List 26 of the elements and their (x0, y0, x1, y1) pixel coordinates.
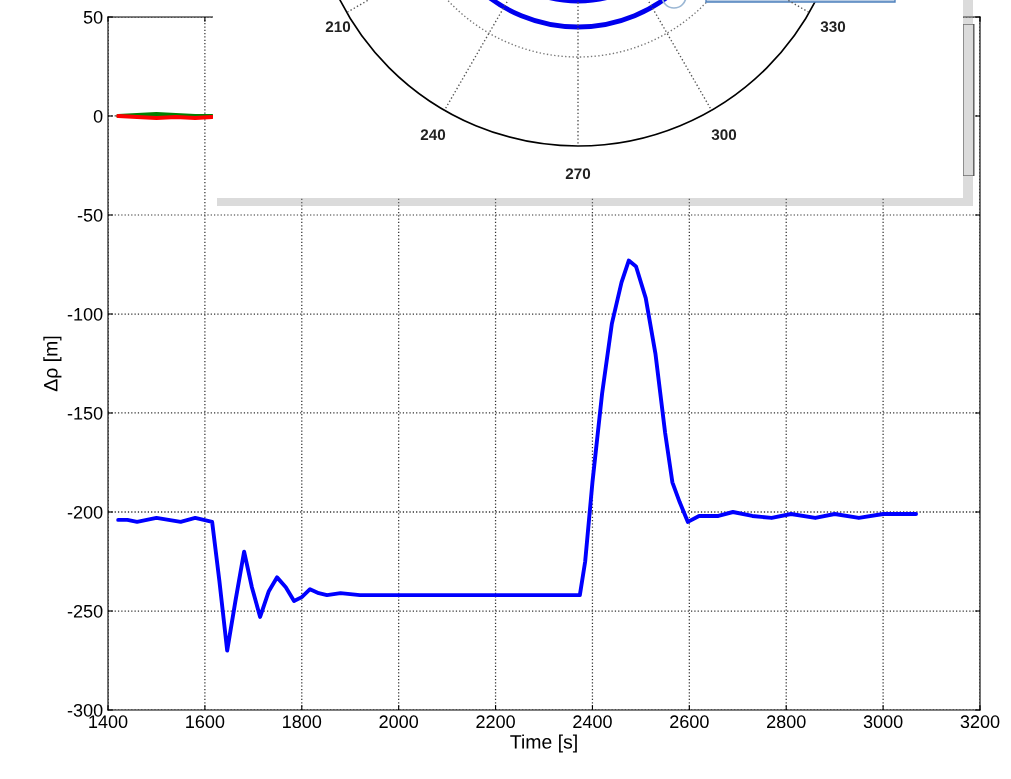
x-tick-label: 2600 (670, 715, 709, 729)
y-tick-label: -50 (77, 208, 103, 222)
y-tick-label: -150 (67, 406, 103, 420)
line-series (116, 258, 918, 653)
x-tick-label: 2800 (767, 715, 806, 729)
x-tick-label: 3000 (863, 715, 903, 729)
annotation: 300 (711, 129, 737, 141)
y-tick-label: -250 (67, 604, 103, 618)
x-tick-label: 2000 (379, 715, 419, 729)
annotation: 210 (325, 21, 351, 33)
x-tick-label: 2200 (476, 715, 515, 729)
y-tick-label: -300 (67, 703, 103, 717)
x-tick-label: 1600 (186, 715, 225, 729)
annotation: 270 (565, 168, 591, 180)
x-axis-title: Time [s] (510, 734, 577, 753)
annotation: 330 (820, 21, 846, 33)
x-tick-label: 1400 (89, 715, 128, 729)
y-axis-title: Δρ [m] (43, 336, 62, 392)
x-tick-label: 1800 (283, 715, 322, 729)
y-tick-label: -200 (67, 505, 103, 519)
y-tick-label: 50 (83, 10, 103, 24)
y-tick-label: -100 (67, 307, 103, 321)
y-tick-label: 0 (93, 109, 103, 123)
x-tick-label: 2400 (573, 715, 612, 729)
x-tick-label: 3200 (960, 715, 1000, 729)
annotation: 240 (420, 129, 446, 141)
